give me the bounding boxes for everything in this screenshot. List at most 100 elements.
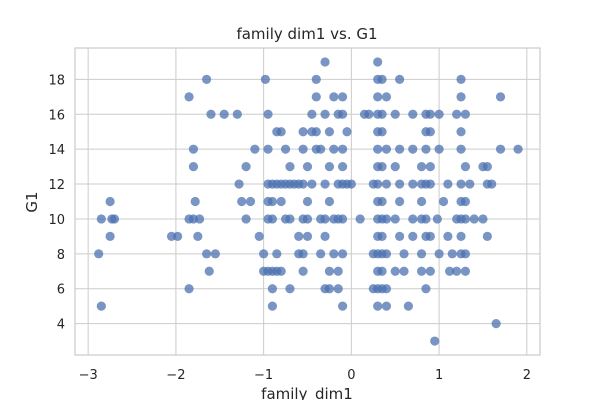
data-point <box>425 127 435 137</box>
data-point <box>109 214 120 224</box>
data-point <box>324 127 335 137</box>
data-point <box>337 144 348 154</box>
x-tick-label: 0 <box>347 368 355 383</box>
data-point <box>320 179 330 189</box>
data-point <box>204 266 214 276</box>
data-point <box>206 109 216 119</box>
x-tick-label: −3 <box>79 368 98 383</box>
data-point <box>408 179 418 189</box>
data-point <box>373 179 383 189</box>
data-point <box>460 214 471 224</box>
data-point <box>254 231 264 241</box>
data-point <box>381 284 392 294</box>
data-point <box>456 74 466 84</box>
x-tick-labels: −3 −2 −1 0 1 2 <box>79 368 531 383</box>
data-point <box>416 196 427 207</box>
data-point <box>237 196 247 207</box>
data-point <box>210 249 220 259</box>
data-point <box>399 266 409 276</box>
data-point <box>403 301 413 311</box>
data-point <box>390 266 400 276</box>
data-point <box>373 144 383 154</box>
data-point <box>298 249 308 259</box>
data-point <box>337 162 348 172</box>
data-point <box>390 162 400 172</box>
data-point <box>416 249 427 259</box>
data-point <box>219 109 229 119</box>
data-point <box>395 179 405 189</box>
data-point <box>460 266 471 276</box>
data-point <box>302 214 313 224</box>
data-point <box>381 92 392 102</box>
data-point <box>377 266 387 276</box>
data-point <box>381 249 392 259</box>
data-point <box>320 214 330 224</box>
data-point <box>456 144 466 154</box>
data-point <box>267 284 278 294</box>
x-tick-label: 2 <box>523 368 531 383</box>
data-point <box>333 284 343 294</box>
data-point <box>373 57 383 67</box>
data-point <box>456 127 466 137</box>
data-point <box>445 266 455 276</box>
data-point <box>302 162 313 172</box>
data-point <box>276 127 286 137</box>
data-point <box>482 162 492 172</box>
data-point <box>373 301 383 311</box>
y-tick-label: 8 <box>57 248 65 263</box>
data-point <box>267 301 278 311</box>
y-tick-label: 14 <box>48 143 65 158</box>
data-point <box>452 109 462 119</box>
data-point <box>377 196 387 207</box>
data-point <box>263 144 273 154</box>
data-point <box>96 301 106 311</box>
data-point <box>311 127 321 137</box>
data-point <box>94 249 104 259</box>
data-point <box>390 214 400 224</box>
data-point <box>320 231 330 241</box>
data-point <box>377 162 387 172</box>
data-point <box>280 144 291 154</box>
data-point <box>408 109 418 119</box>
data-point <box>263 109 273 119</box>
data-point <box>298 266 308 276</box>
data-point <box>495 92 506 102</box>
data-point <box>456 179 466 189</box>
data-point <box>425 162 435 172</box>
data-point <box>329 249 339 259</box>
data-point <box>276 196 286 207</box>
data-point <box>276 266 286 276</box>
data-point <box>456 92 466 102</box>
data-point <box>443 231 453 241</box>
data-point <box>377 231 387 241</box>
data-point <box>294 231 304 241</box>
data-point <box>259 249 269 259</box>
data-point <box>399 249 409 259</box>
data-point <box>202 74 212 84</box>
data-point <box>482 231 492 241</box>
data-point <box>408 214 418 224</box>
data-point <box>241 162 251 172</box>
data-point <box>232 109 242 119</box>
data-point <box>337 92 348 102</box>
x-tick-label: −1 <box>254 368 273 383</box>
data-point <box>105 231 115 241</box>
data-point <box>381 144 392 154</box>
data-point <box>316 249 326 259</box>
data-point <box>324 196 335 207</box>
data-point <box>438 196 449 207</box>
data-point <box>460 249 471 259</box>
data-point <box>307 179 317 189</box>
data-point <box>425 179 435 189</box>
data-point <box>425 266 435 276</box>
y-axis-title: G1 <box>23 191 41 212</box>
data-points <box>94 57 523 346</box>
data-point <box>245 196 256 207</box>
data-point <box>188 144 199 154</box>
data-point <box>316 144 326 154</box>
data-point <box>395 231 405 241</box>
data-point <box>194 214 205 224</box>
data-point <box>105 196 115 207</box>
